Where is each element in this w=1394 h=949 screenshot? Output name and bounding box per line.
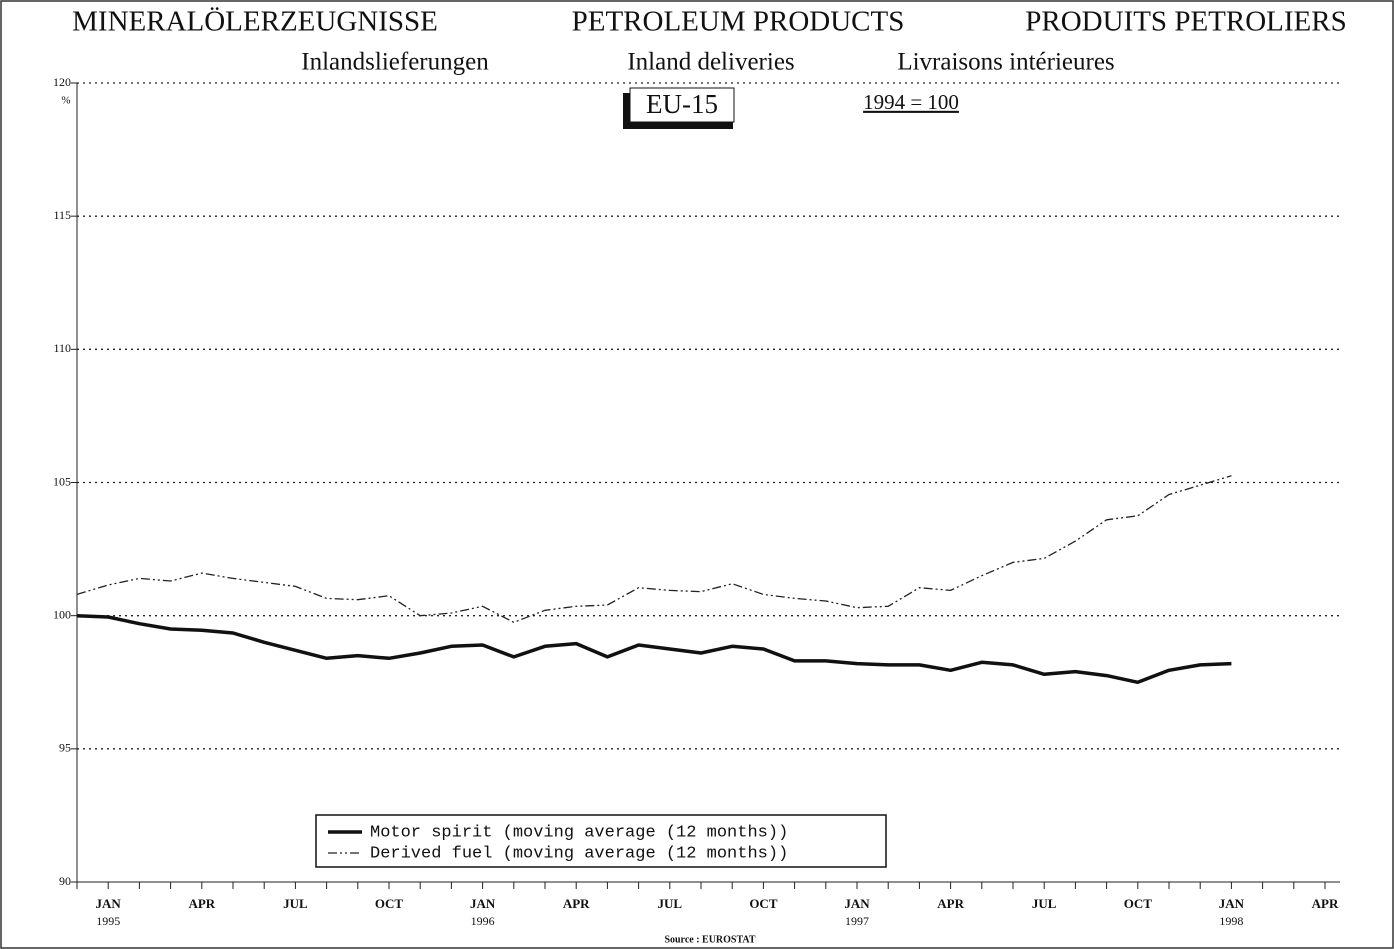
x-tick-label: JUL: [283, 896, 308, 911]
y-tick-label: 110: [53, 341, 71, 355]
x-tick-label: JAN 1998: [1219, 896, 1245, 928]
x-tick-label: APR: [937, 896, 964, 911]
legend-label: Motor spirit (moving average (12 months)…: [370, 823, 788, 842]
series-line: [76, 613, 1232, 685]
x-tick-label: OCT: [749, 896, 778, 911]
legend-label: Derived fuel (moving average (12 months)…: [370, 844, 788, 863]
legend-box: [315, 814, 887, 868]
x-tick-label: APR: [1312, 896, 1339, 911]
subtitle-fr: Livraisons intérieures: [897, 49, 1114, 76]
y-tick-label: 90: [59, 874, 71, 888]
title-fr: PRODUITS PETROLIERS: [1025, 6, 1346, 38]
region: EU-15: [646, 89, 718, 119]
x-tick-label: JUL: [658, 896, 683, 911]
y-tick-label: 115: [53, 208, 71, 222]
y-tick-label: 100: [53, 607, 71, 621]
x-tick-label: JUL: [1032, 896, 1057, 911]
source: Source : EUROSTAT: [664, 934, 755, 945]
y-tick-label: 95: [59, 741, 71, 755]
region-box: [629, 87, 735, 123]
x-tick-label: JAN 1995: [96, 896, 122, 928]
x-tick-label: JAN 1996: [470, 896, 496, 928]
x-tick-label: JAN 1997: [844, 896, 870, 928]
subtitle-en: Inland deliveries: [627, 49, 794, 76]
x-tick-label: APR: [188, 896, 215, 911]
y-tick-label: 120: [53, 75, 71, 89]
y-tick-label: 105: [53, 474, 71, 488]
x-tick-label: APR: [563, 896, 590, 911]
title-de: MINERALÖLERZEUGNISSE: [72, 6, 438, 38]
base-note: 1994 = 100: [863, 90, 959, 114]
x-tick-label: OCT: [375, 896, 404, 911]
x-tick-label: OCT: [1124, 896, 1153, 911]
series-line: [76, 475, 1232, 623]
y-unit: %: [61, 95, 70, 107]
title-en: PETROLEUM PRODUCTS: [572, 6, 905, 38]
subtitle-de: Inlandslieferungen: [301, 49, 489, 76]
